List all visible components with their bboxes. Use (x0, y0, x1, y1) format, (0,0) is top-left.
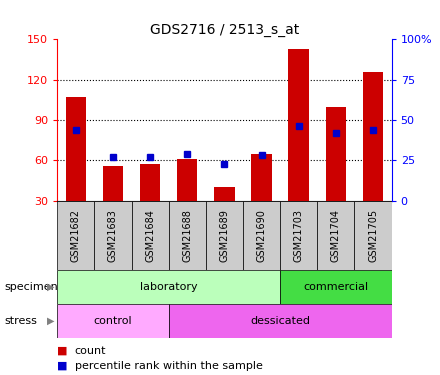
Bar (177, 159, 198, 201)
Bar (57, 304, 169, 338)
Bar (66, 97, 86, 201)
Text: stress: stress (4, 316, 37, 326)
Text: GSM21690: GSM21690 (257, 209, 267, 262)
Text: commercial: commercial (303, 282, 368, 292)
Bar (289, 49, 309, 201)
Text: ▶: ▶ (47, 316, 55, 326)
Bar (355, 201, 392, 270)
Bar (243, 201, 280, 270)
Bar (206, 201, 243, 270)
Bar (103, 166, 123, 201)
Text: GSM21683: GSM21683 (108, 209, 118, 262)
Text: ■: ■ (57, 346, 68, 355)
Text: ■: ■ (57, 361, 68, 370)
Bar (317, 201, 355, 270)
Bar (57, 270, 280, 304)
Bar (251, 154, 272, 201)
Bar (57, 201, 94, 270)
Bar (169, 304, 392, 338)
Text: GSM21684: GSM21684 (145, 209, 155, 262)
Text: specimen: specimen (4, 282, 58, 292)
Text: GSM21688: GSM21688 (182, 209, 192, 262)
Text: percentile rank within the sample: percentile rank within the sample (75, 361, 263, 370)
Text: control: control (94, 316, 132, 326)
Bar (280, 270, 392, 304)
Bar (140, 164, 160, 201)
Text: GSM21705: GSM21705 (368, 209, 378, 262)
Bar (214, 187, 235, 201)
Text: GSM21703: GSM21703 (294, 209, 304, 262)
Text: dessicated: dessicated (250, 316, 310, 326)
Bar (94, 201, 132, 270)
Text: GSM21689: GSM21689 (220, 209, 229, 262)
Bar (169, 201, 206, 270)
Text: ▶: ▶ (47, 282, 55, 292)
Text: laboratory: laboratory (140, 282, 198, 292)
Bar (363, 72, 383, 201)
Text: count: count (75, 346, 106, 355)
Bar (280, 201, 317, 270)
Bar (132, 201, 169, 270)
Text: GSM21704: GSM21704 (331, 209, 341, 262)
Bar (326, 106, 346, 201)
Title: GDS2716 / 2513_s_at: GDS2716 / 2513_s_at (150, 23, 299, 37)
Text: GSM21682: GSM21682 (71, 209, 81, 262)
